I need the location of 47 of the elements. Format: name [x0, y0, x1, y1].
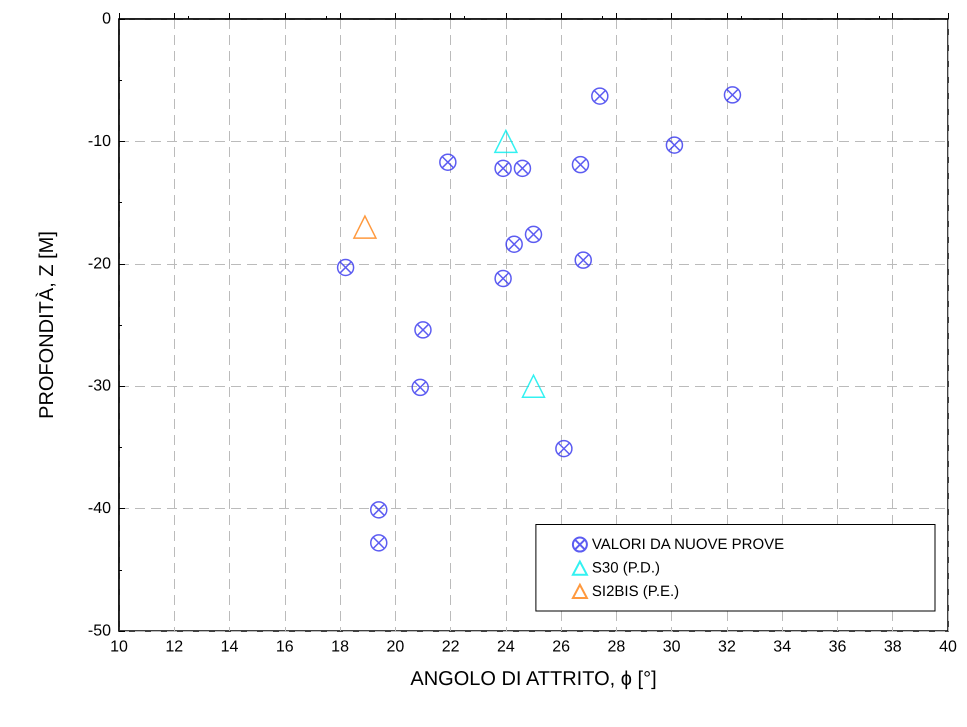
- legend-label: VALORI DA NUOVE PROVE: [592, 536, 784, 554]
- point: [555, 440, 573, 458]
- x-tick-label: 40: [939, 638, 957, 656]
- point: [574, 251, 592, 269]
- x-tick-label: 20: [386, 638, 404, 656]
- y-tick-label: -50: [88, 622, 112, 640]
- y-tick-label: -30: [88, 378, 112, 395]
- point: [370, 534, 388, 552]
- x-tick-label: 32: [718, 638, 736, 656]
- y-tick-label: 0: [102, 10, 112, 28]
- y-axis-title: PROFONDITÀ, Z [M]: [35, 231, 58, 419]
- x-tick-label: 26: [552, 638, 570, 656]
- y-tick-label: -10: [88, 132, 112, 150]
- point: [336, 258, 354, 276]
- x-tick-label: 12: [165, 638, 184, 656]
- point: [666, 136, 684, 154]
- point: [494, 270, 512, 288]
- y-tick-label: -20: [88, 255, 112, 272]
- x-tick-label: 22: [442, 638, 460, 656]
- point: [439, 153, 457, 171]
- point: [724, 86, 742, 104]
- x-tick-label: 38: [884, 638, 902, 656]
- y-tick-label: -40: [88, 500, 112, 518]
- point: [370, 501, 388, 519]
- x-tick-label: 30: [662, 638, 681, 656]
- x-tick-label: 34: [773, 638, 792, 656]
- x-tick-label: 36: [828, 638, 846, 656]
- point: [411, 378, 429, 396]
- legend-label: S30 (P.D.): [592, 560, 660, 577]
- point: [494, 160, 512, 178]
- x-tick-label: 10: [110, 638, 128, 656]
- x-tick-label: 16: [276, 638, 294, 656]
- point: [353, 215, 377, 239]
- x-tick-label: 28: [608, 638, 626, 656]
- point: [414, 321, 432, 339]
- x-tick-label: 24: [496, 638, 515, 656]
- point: [494, 130, 518, 154]
- point: [591, 87, 609, 105]
- point: [524, 226, 542, 244]
- legend-label: SI2BIS (P.E.): [592, 582, 680, 600]
- point: [572, 156, 590, 174]
- point: [514, 160, 532, 178]
- x-axis-title: ANGOLO DI ATTRITO, ϕ [°]: [410, 668, 657, 690]
- x-tick-label: 14: [220, 638, 239, 656]
- x-tick-label: 18: [331, 638, 350, 656]
- point: [505, 236, 523, 253]
- point: [522, 374, 546, 398]
